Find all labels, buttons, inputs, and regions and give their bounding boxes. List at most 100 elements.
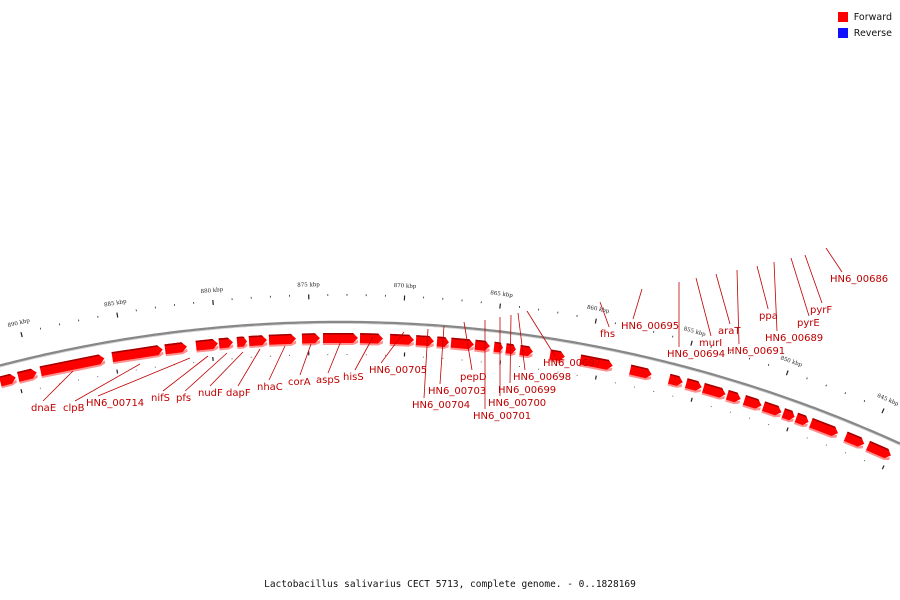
gene-edge bbox=[745, 395, 760, 402]
gene-label: pyrF bbox=[810, 305, 832, 316]
tick-mark bbox=[499, 303, 501, 309]
gene-label-group: pyrF bbox=[804, 254, 832, 316]
gene-body bbox=[809, 418, 839, 436]
gene-body bbox=[359, 333, 383, 344]
gene-label: HN6_00704 bbox=[412, 400, 470, 411]
leader-line bbox=[715, 273, 731, 325]
leader-line bbox=[74, 363, 141, 402]
scale-label: 865 kbp bbox=[490, 290, 514, 299]
inner-tick bbox=[786, 427, 789, 432]
gene-label-group: HN6_00704 bbox=[412, 328, 470, 411]
leader-line bbox=[463, 321, 473, 371]
major-tick: 885 kbp bbox=[104, 299, 128, 318]
major-tick: 890 kbp bbox=[7, 318, 31, 338]
backbone-line bbox=[0, 320, 900, 445]
forward-gene-arrow bbox=[268, 333, 297, 347]
tick-mark bbox=[594, 375, 597, 380]
gene-label: nhaC bbox=[257, 382, 283, 393]
gene-edge bbox=[248, 335, 264, 338]
gene-body bbox=[761, 401, 782, 416]
gene-label-group: HN6_00694 bbox=[667, 282, 725, 360]
gene-label-group: dapF bbox=[226, 348, 261, 399]
gene-label: HN6_00686 bbox=[830, 274, 888, 285]
gene-label: HN6_00699 bbox=[498, 385, 556, 396]
inner-tick bbox=[116, 369, 119, 374]
leader-line bbox=[380, 331, 405, 364]
gene-label: HN6_00703 bbox=[428, 386, 486, 397]
gene-label: murI bbox=[699, 338, 722, 349]
gene-edge bbox=[164, 342, 184, 346]
gene-label-group: HN6_00697 bbox=[526, 310, 601, 369]
leader-line bbox=[42, 370, 74, 402]
forward-gene-arrow bbox=[164, 342, 188, 357]
gene-label: HN6_00691 bbox=[727, 346, 785, 357]
leader-line bbox=[299, 343, 312, 376]
leader-line bbox=[599, 301, 610, 328]
gene-label: HN6_00695 bbox=[621, 321, 679, 332]
leader-line bbox=[327, 340, 342, 374]
gene-label-group: pepD bbox=[460, 321, 487, 383]
gene-label: nifS bbox=[151, 393, 170, 404]
gene-label-group: HN6_00699 bbox=[498, 314, 556, 396]
gene-edge bbox=[416, 335, 431, 338]
gene-label-group: HN6_00700 bbox=[488, 317, 546, 409]
forward-gene-arrow bbox=[39, 354, 106, 379]
leader-line bbox=[632, 288, 643, 320]
scale-label: 880 kbp bbox=[200, 287, 224, 295]
gene-label: hisS bbox=[343, 372, 364, 383]
scale-label: 850 kbp bbox=[779, 355, 803, 368]
forward-gene-arrow bbox=[389, 333, 414, 347]
gene-label: ppa bbox=[759, 311, 778, 322]
tick-mark bbox=[690, 340, 693, 346]
gene-edge bbox=[451, 337, 471, 341]
scale-label: 860 kbp bbox=[586, 305, 610, 315]
gene-edge bbox=[797, 412, 807, 418]
gene-body bbox=[248, 335, 267, 347]
gene-body bbox=[415, 335, 434, 346]
backbone-highlight bbox=[0, 323, 900, 446]
tick-mark bbox=[825, 384, 827, 387]
leader-line bbox=[736, 269, 740, 345]
gene-label-group: nhaC bbox=[257, 345, 286, 393]
minor-tick bbox=[767, 363, 770, 366]
gene-label-group: ppa bbox=[756, 265, 778, 322]
tick-mark bbox=[20, 332, 23, 338]
gene-label: HN6_00714 bbox=[86, 398, 144, 409]
minor-tick bbox=[863, 400, 866, 403]
forward-gene-arrow bbox=[701, 383, 726, 400]
forward-gene-arrow bbox=[548, 349, 565, 363]
gene-label: HN6_00697 bbox=[543, 358, 601, 369]
gene-label-group: pyrE bbox=[790, 257, 820, 329]
leader-line bbox=[97, 357, 191, 397]
gene-body bbox=[322, 332, 358, 344]
gene-label-group: clpB bbox=[63, 363, 141, 414]
minor-tick bbox=[825, 384, 827, 387]
gene-body bbox=[301, 333, 320, 344]
leader-line bbox=[209, 351, 244, 387]
gene-body bbox=[389, 333, 414, 345]
gene-edge bbox=[812, 418, 837, 429]
gene-edge bbox=[728, 389, 739, 395]
leader-line bbox=[162, 355, 209, 392]
gene-label-group: HN6_00691 bbox=[727, 269, 785, 357]
leader-line bbox=[790, 257, 810, 317]
tick-mark bbox=[881, 465, 885, 470]
gene-body bbox=[111, 345, 163, 363]
tick-mark bbox=[785, 370, 789, 376]
gene-body bbox=[236, 336, 247, 347]
gene-body bbox=[39, 354, 105, 377]
gene-label-group: HN6_00714 bbox=[86, 357, 191, 409]
gene-edge bbox=[670, 373, 681, 379]
strand-legend: Forward Reverse bbox=[837, 9, 892, 41]
gene-edge bbox=[323, 332, 355, 335]
gene-edge bbox=[301, 333, 317, 335]
gene-edge bbox=[360, 333, 380, 336]
gene-label: HN6_00689 bbox=[765, 333, 823, 344]
forward-gene-arrow bbox=[218, 337, 234, 351]
gene-label: dapF bbox=[226, 388, 251, 399]
gene-body bbox=[474, 339, 490, 351]
forward-gene-arrow bbox=[725, 389, 741, 405]
tick-mark bbox=[881, 408, 885, 414]
leader-line bbox=[526, 310, 556, 357]
